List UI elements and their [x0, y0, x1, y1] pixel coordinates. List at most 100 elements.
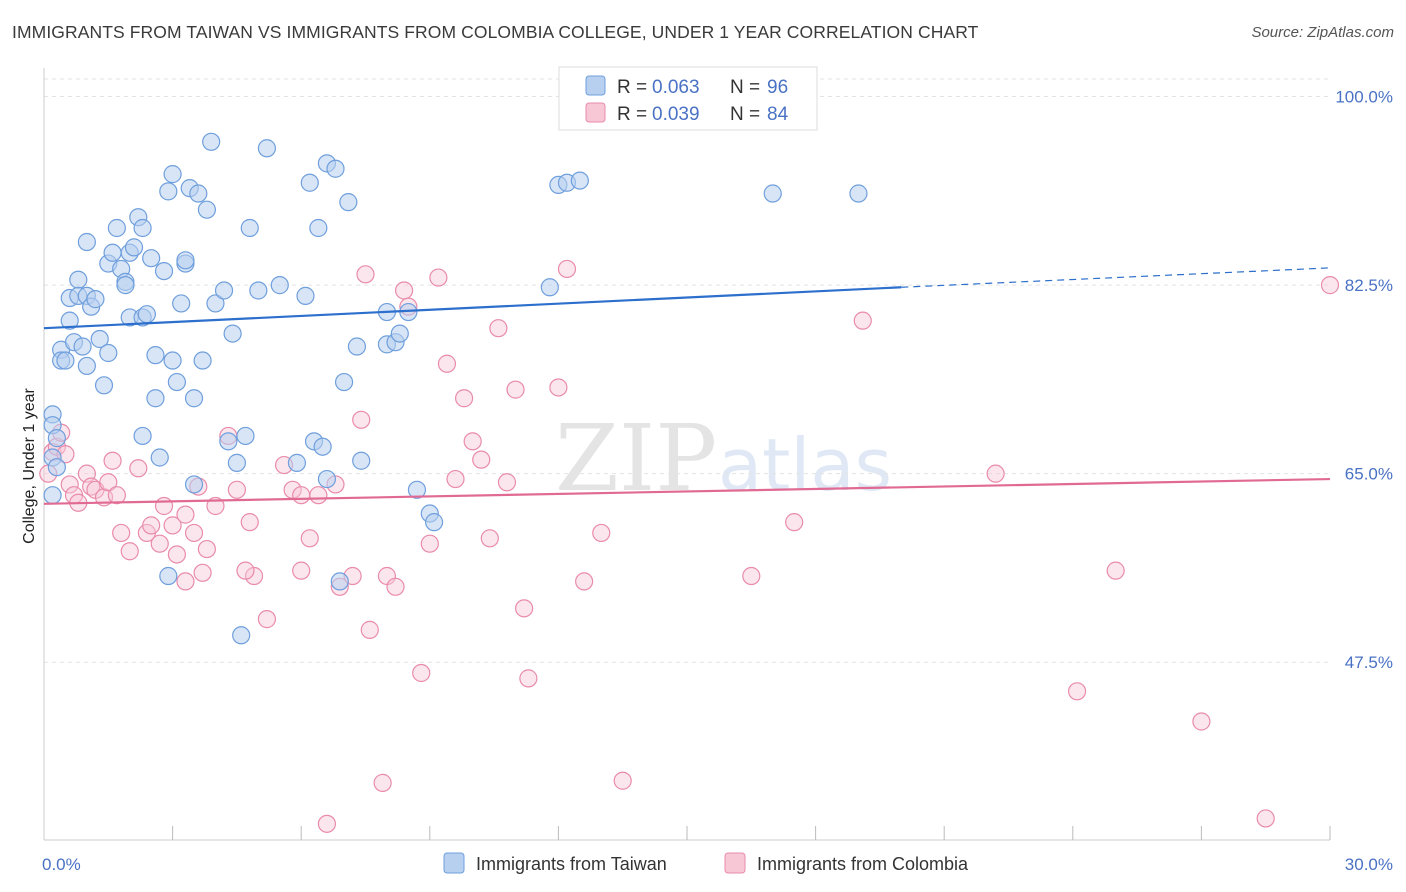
bottom-legend-swatch-taiwan [443, 852, 465, 874]
taiwan-point-75 [317, 469, 337, 489]
colombia-point-80 [1320, 276, 1340, 295]
colombia-point-65 [519, 669, 538, 688]
colombia-point-5 [60, 475, 79, 494]
colombia-point-60 [480, 529, 499, 548]
taiwan-point-76 [326, 159, 345, 178]
watermark: ZIP atlas [555, 405, 892, 512]
colombia-point-13 [103, 451, 122, 470]
colombia-point-76 [1067, 682, 1087, 701]
taiwan-point-42 [159, 182, 178, 201]
colombia-point-75 [986, 464, 1005, 483]
x-tick-labels: 0.0% 30.0% [42, 855, 1393, 874]
taiwan-point-24 [103, 243, 122, 262]
taiwan-point-63 [236, 426, 255, 446]
taiwan-point-60 [223, 324, 242, 343]
bottom-legend-label-taiwan: Immigrants from Taiwan [476, 854, 667, 874]
colombia-point-58 [463, 432, 482, 451]
taiwan-point-37 [142, 249, 161, 268]
legend-n-value-colombia: 84 [767, 104, 789, 125]
taiwan-trend-extension [901, 267, 1331, 288]
legend-n-label-colombia: N = [730, 104, 760, 125]
colombia-point-66 [549, 378, 568, 397]
taiwan-point-52 [184, 389, 204, 408]
taiwan-point-53 [189, 184, 208, 203]
legend-swatch-taiwan [585, 75, 606, 96]
taiwan-point-90 [540, 278, 559, 297]
bottom-legend: Immigrants from Taiwan Immigrants from C… [443, 852, 969, 874]
colombia-point-39 [309, 486, 328, 505]
colombia-point-83 [176, 572, 195, 591]
colombia-point-70 [613, 771, 632, 790]
colombia-point-72 [742, 566, 761, 586]
colombia-point-52 [412, 663, 431, 683]
colombia-point-57 [454, 389, 474, 408]
taiwan-point-4 [47, 429, 66, 448]
taiwan-point-64 [240, 218, 259, 238]
taiwan-point-44 [163, 351, 182, 370]
taiwan-trend-line [43, 286, 902, 330]
colombia-point-22 [163, 516, 182, 535]
taiwan-point-46 [167, 372, 186, 392]
legend-n-value-taiwan: 96 [767, 77, 788, 98]
bottom-legend-swatch-colombia [724, 852, 746, 874]
colombia-point-81 [292, 561, 311, 580]
taiwan-point-94 [849, 184, 868, 203]
y-axis-title: College, Under 1 year [21, 388, 38, 544]
taiwan-point-5 [47, 458, 66, 477]
taiwan-point-33 [133, 218, 152, 238]
taiwan-point-41 [154, 261, 174, 281]
taiwan-point-43 [159, 566, 178, 586]
taiwan-point-58 [214, 281, 234, 300]
colombia-point-50 [394, 281, 414, 300]
taiwan-point-22 [99, 343, 118, 363]
taiwan-point-17 [77, 232, 96, 252]
taiwan-point-85 [390, 324, 409, 343]
colombia-point-59 [472, 450, 491, 469]
colombia-point-73 [785, 513, 804, 532]
x-tick-label-0: 0.0% [42, 855, 81, 874]
taiwan-point-57 [206, 294, 225, 313]
colombia-point-74 [853, 311, 872, 330]
taiwan-point-66 [257, 139, 277, 158]
taiwan-point-80 [347, 337, 367, 356]
colombia-point-64 [515, 599, 534, 618]
taiwan-point-67 [270, 276, 289, 295]
taiwan-point-68 [287, 453, 307, 472]
taiwan-point-20 [90, 329, 109, 349]
taiwan-point-49 [176, 251, 195, 270]
colombia-point-33 [244, 566, 264, 586]
y-tick-label-1: 65.0% [1345, 465, 1393, 484]
taiwan-points [43, 132, 868, 645]
taiwan-point-14 [73, 337, 92, 356]
y-tick-labels: 47.5% 65.0% 82.5% 100.0% [1335, 88, 1393, 673]
legend-r-label-colombia: R = [617, 104, 647, 125]
colombia-point-45 [356, 265, 375, 284]
colombia-point-28 [197, 539, 216, 559]
colombia-point-29 [206, 496, 225, 516]
colombia-point-27 [193, 563, 212, 582]
chart-title: IMMIGRANTS FROM TAIWAN VS IMMIGRANTS FRO… [12, 22, 979, 42]
colombia-point-19 [142, 516, 161, 535]
colombia-point-67 [557, 259, 577, 279]
taiwan-point-28 [116, 276, 135, 295]
x-tick-label-1: 30.0% [1345, 855, 1393, 874]
colombia-point-77 [1106, 561, 1125, 580]
taiwan-point-8 [56, 351, 75, 370]
taiwan-point-47 [172, 294, 191, 313]
taiwan-point-39 [146, 346, 165, 365]
chart-source: Source: ZipAtlas.com [1251, 24, 1394, 41]
taiwan-point-35 [133, 426, 152, 446]
colombia-point-37 [292, 486, 311, 505]
colombia-point-68 [575, 572, 594, 591]
taiwan-point-54 [193, 351, 212, 370]
colombia-point-24 [176, 505, 195, 524]
colombia-point-31 [227, 480, 246, 499]
taiwan-point-19 [86, 290, 105, 309]
y-tick-label-2: 82.5% [1345, 276, 1393, 295]
colombia-point-49 [386, 577, 405, 596]
legend-r-value-taiwan: 0.063 [652, 77, 700, 98]
taiwan-point-16 [77, 356, 96, 376]
y-tick-label-3: 100.0% [1335, 88, 1393, 107]
taiwan-point-79 [339, 193, 358, 212]
